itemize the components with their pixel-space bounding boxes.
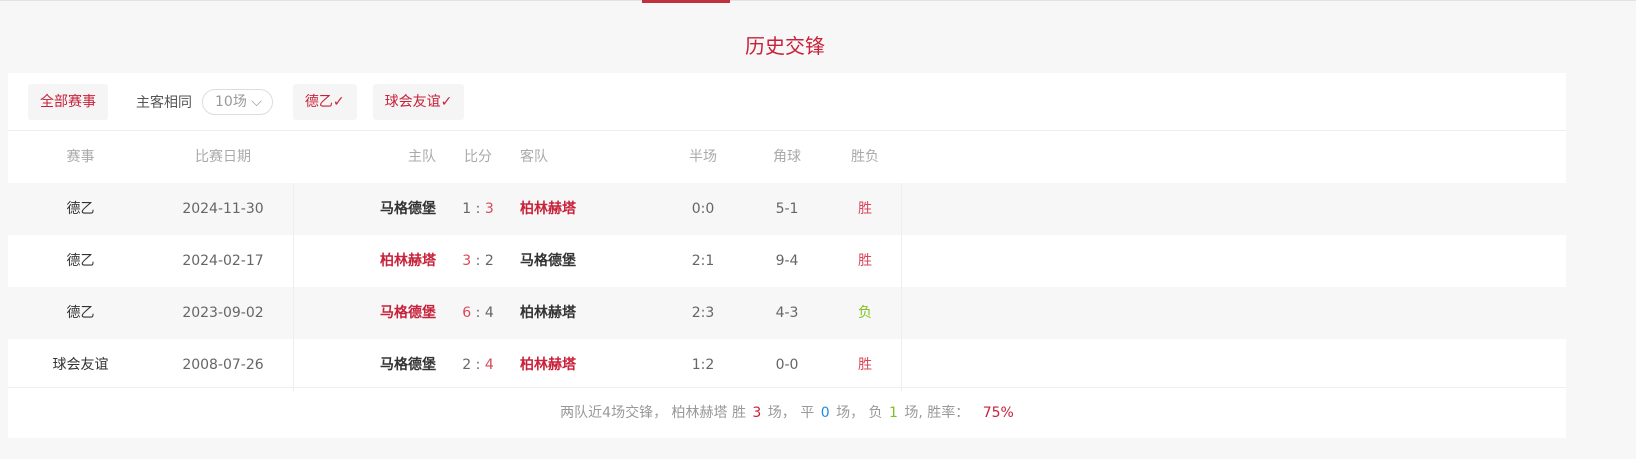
active-tab-indicator [642, 0, 730, 3]
half-time-score: 1:2 [691, 357, 715, 373]
competition: 球会友谊 [52, 357, 109, 373]
corners: 9-4 [775, 253, 799, 269]
check-icon: ✓ [440, 93, 453, 110]
corners: 5-1 [775, 201, 799, 217]
win-rate: 75% [982, 405, 1014, 421]
same-home-away-toggle[interactable]: 主客相同 [136, 94, 192, 111]
home-team[interactable]: 马格德堡 [380, 305, 436, 321]
away-team[interactable]: 柏林赫塔 [520, 201, 576, 217]
all-competitions-button[interactable]: 全部赛事 [28, 83, 108, 120]
table-header: 赛事 比赛日期 主队 比分 客队 半场 角球 胜负 [8, 131, 1566, 183]
competition: 德乙 [66, 253, 95, 269]
table-body: 德乙 2024-11-30 马格德堡 1 : 3 柏林赫塔 0:0 5-1 胜德… [8, 183, 1566, 391]
score: 3 : 2 [462, 253, 494, 269]
home-team[interactable]: 马格德堡 [380, 201, 436, 217]
away-team[interactable]: 马格德堡 [520, 253, 576, 269]
corners: 4-3 [775, 305, 799, 321]
result: 负 [858, 305, 872, 321]
score: 2 : 4 [462, 357, 494, 373]
summary: 两队近4场交锋， 柏林赫塔 胜 3 场， 平 0 场， 负 1 场, 胜率： 7… [8, 387, 1566, 438]
match-date: 2023-09-02 [182, 305, 264, 321]
filter-friendly-chip[interactable]: 球会友谊✓ [372, 83, 465, 120]
table-row[interactable]: 德乙 2023-09-02 马格德堡 6 : 4 柏林赫塔 2:3 4-3 负 [8, 287, 1566, 339]
filter-bar: 全部赛事 主客相同 10场 ⌵ 德乙✓ 球会友谊✓ [8, 73, 1566, 131]
table-row[interactable]: 德乙 2024-02-17 柏林赫塔 3 : 2 马格德堡 2:1 9-4 胜 [8, 235, 1566, 287]
column-divider [293, 183, 294, 391]
away-team[interactable]: 柏林赫塔 [520, 357, 576, 373]
col-competition: 赛事 [66, 149, 95, 165]
col-corner: 角球 [773, 149, 801, 165]
competition: 德乙 [66, 201, 95, 217]
wins-count: 3 [752, 405, 762, 421]
home-team[interactable]: 柏林赫塔 [380, 253, 436, 269]
col-date: 比赛日期 [195, 149, 251, 165]
col-score: 比分 [464, 149, 492, 165]
losses-count: 1 [888, 405, 898, 421]
result: 胜 [858, 253, 872, 269]
match-count-select[interactable]: 10场 ⌵ [202, 88, 273, 115]
column-divider [901, 183, 902, 391]
section-title: 历史交锋 [745, 34, 825, 58]
half-time-score: 2:1 [691, 253, 715, 269]
table-row[interactable]: 球会友谊 2008-07-26 马格德堡 2 : 4 柏林赫塔 1:2 0-0 … [8, 339, 1566, 391]
home-team[interactable]: 马格德堡 [380, 357, 436, 373]
match-date: 2024-02-17 [182, 253, 264, 269]
score: 1 : 3 [462, 201, 494, 217]
draws-count: 0 [820, 405, 830, 421]
half-time-score: 0:0 [691, 201, 715, 217]
half-time-score: 2:3 [691, 305, 715, 321]
col-home: 主队 [408, 149, 436, 165]
result: 胜 [858, 357, 872, 373]
score: 6 : 4 [462, 305, 494, 321]
h2h-card: 全部赛事 主客相同 10场 ⌵ 德乙✓ 球会友谊✓ 赛事 比赛日期 主队 比分 … [8, 73, 1566, 438]
table-row[interactable]: 德乙 2024-11-30 马格德堡 1 : 3 柏林赫塔 0:0 5-1 胜 [8, 183, 1566, 235]
result: 胜 [858, 201, 872, 217]
away-team[interactable]: 柏林赫塔 [520, 305, 576, 321]
col-away: 客队 [520, 149, 548, 165]
match-date: 2008-07-26 [182, 357, 264, 373]
check-icon: ✓ [332, 93, 345, 110]
top-divider [0, 0, 1636, 1]
corners: 0-0 [775, 357, 799, 373]
competition: 德乙 [66, 305, 95, 321]
col-result: 胜负 [851, 149, 879, 165]
filter-league-chip[interactable]: 德乙✓ [292, 83, 357, 120]
match-date: 2024-11-30 [182, 201, 264, 217]
chevron-down-icon: ⌵ [251, 93, 262, 110]
col-half: 半场 [689, 149, 717, 165]
